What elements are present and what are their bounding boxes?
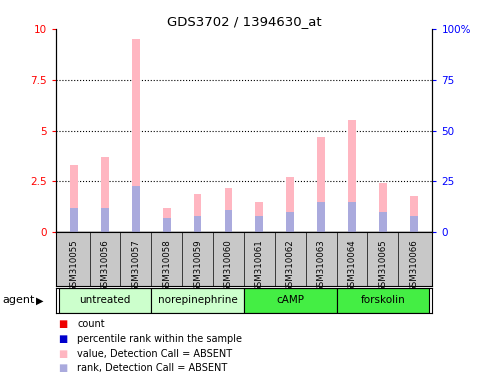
Text: agent: agent (2, 295, 35, 306)
Bar (225, 210, 232, 232)
Bar (225, 187, 232, 232)
Bar (194, 194, 201, 232)
Text: untreated: untreated (79, 295, 130, 306)
Bar (317, 202, 325, 232)
Bar (348, 120, 356, 232)
Bar (132, 39, 140, 232)
Title: GDS3702 / 1394630_at: GDS3702 / 1394630_at (167, 15, 321, 28)
Text: value, Detection Call = ABSENT: value, Detection Call = ABSENT (77, 349, 232, 359)
Bar (256, 202, 263, 232)
Bar (163, 208, 170, 232)
Text: cAMP: cAMP (276, 295, 304, 306)
Text: ■: ■ (58, 349, 67, 359)
Bar (348, 202, 356, 232)
Text: ■: ■ (58, 319, 67, 329)
Text: percentile rank within the sample: percentile rank within the sample (77, 334, 242, 344)
Bar (58, 288, 151, 313)
Text: forskolin: forskolin (360, 295, 405, 306)
Bar (379, 212, 387, 232)
Bar (410, 196, 418, 232)
Bar (286, 212, 294, 232)
Bar (337, 288, 429, 313)
Text: ■: ■ (58, 363, 67, 373)
Text: ■: ■ (58, 334, 67, 344)
Bar (163, 218, 170, 232)
Text: rank, Detection Call = ABSENT: rank, Detection Call = ABSENT (77, 363, 227, 373)
Text: norepinephrine: norepinephrine (158, 295, 238, 306)
Bar (379, 184, 387, 232)
Bar (101, 208, 109, 232)
Bar (410, 216, 418, 232)
Bar (194, 216, 201, 232)
Bar (244, 288, 337, 313)
Bar (286, 177, 294, 232)
Bar (70, 208, 78, 232)
Bar (256, 216, 263, 232)
Text: count: count (77, 319, 105, 329)
Bar (132, 185, 140, 232)
Bar (70, 165, 78, 232)
Bar (317, 137, 325, 232)
Bar (151, 288, 244, 313)
Bar (101, 157, 109, 232)
Text: ▶: ▶ (36, 295, 44, 306)
